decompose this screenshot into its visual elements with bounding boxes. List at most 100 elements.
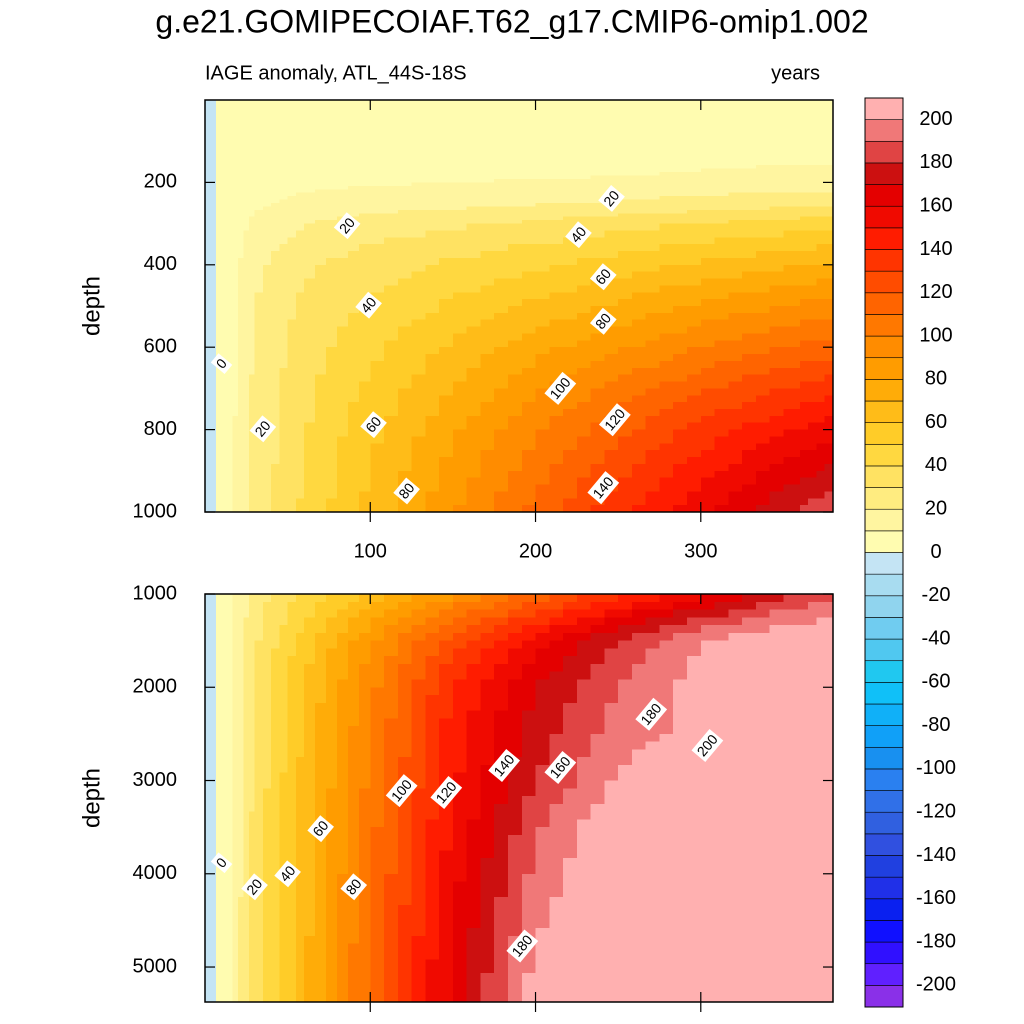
contour-cell (243, 617, 250, 626)
contour-cell (590, 663, 605, 673)
contour-cell (326, 299, 338, 307)
contour-cell (808, 110, 818, 122)
contour-cell (466, 199, 482, 204)
contour-cell (466, 656, 482, 665)
contour-cell (271, 185, 280, 190)
contour-cell (700, 436, 716, 444)
contour-cell (507, 340, 523, 348)
contour-cell (425, 223, 440, 232)
contour-cell (755, 457, 771, 465)
contour-cell (210, 679, 214, 688)
contour-cell (521, 264, 537, 273)
contour-cell (742, 244, 757, 252)
contour-cell (549, 185, 564, 190)
contour-cell (466, 477, 482, 486)
contour-cell (315, 326, 327, 335)
contour-cell (425, 663, 440, 673)
contour-cell (755, 484, 771, 492)
contour-cell (359, 175, 371, 180)
contour-cell (271, 491, 280, 499)
contour-cell (221, 436, 228, 444)
contour-cell (799, 178, 809, 183)
contour-cell (411, 130, 426, 142)
contour-cell (604, 306, 619, 314)
contour-cell (221, 632, 228, 642)
contour-cell (659, 491, 674, 499)
contour-cell (590, 264, 605, 273)
contour-cell (714, 443, 729, 451)
contour-cell (549, 130, 564, 142)
contour-cell (452, 178, 468, 183)
contour-cell (452, 457, 468, 465)
contour-cell (791, 292, 801, 300)
contour-cell (249, 656, 256, 665)
contour-cell (714, 367, 729, 376)
contour-cell (279, 206, 289, 211)
contour-cell (645, 640, 661, 649)
contour-cell (221, 100, 228, 111)
contour-cell (507, 203, 523, 208)
contour-cell (295, 609, 305, 618)
contour-cell (425, 457, 440, 465)
contour-cell (216, 319, 220, 328)
contour-cell (824, 625, 834, 634)
contour-cell (271, 470, 280, 479)
contour-cell (687, 120, 702, 132)
contour-cell (783, 168, 793, 173)
contour-cell (238, 189, 245, 194)
contour-cell (218, 206, 223, 211)
contour-cell (359, 484, 371, 492)
contour-cell (397, 120, 413, 132)
contour-cell (218, 189, 223, 194)
contour-cell (326, 220, 338, 225)
contour-cell (205, 436, 209, 444)
contour-cell (287, 679, 297, 688)
contour-cell (700, 594, 716, 603)
contour-cell (213, 640, 217, 649)
contour-cell (742, 491, 757, 499)
contour-cell (604, 209, 619, 214)
contour-cell (210, 161, 214, 166)
contour-cell (659, 436, 674, 444)
contour-cell (287, 237, 297, 245)
contour-cell (216, 374, 220, 383)
contour-cell (337, 292, 349, 300)
contour-cell (673, 151, 688, 163)
contour-cell (227, 299, 234, 307)
contour-cell (425, 306, 440, 314)
contour-cell (816, 278, 826, 286)
contour-cell (507, 409, 523, 417)
contour-cell (507, 209, 523, 214)
contour-cell (279, 617, 289, 626)
contour-cell (279, 312, 289, 321)
contour-cell (563, 726, 578, 735)
contour-cell (480, 213, 495, 218)
contour-cell (714, 223, 729, 232)
contour-cell (213, 679, 217, 688)
contour-cell (824, 223, 834, 232)
contour-cell (337, 477, 349, 486)
contour-cell (563, 209, 578, 214)
contour-cell (659, 312, 674, 321)
contour-cell (262, 130, 272, 142)
contour-cell (700, 110, 716, 122)
contour-cell (755, 223, 771, 232)
contour-cell (783, 381, 793, 389)
contour-cell (618, 192, 633, 197)
contour-cell (466, 395, 482, 403)
contour-cell (216, 244, 220, 252)
contour-cell (783, 165, 793, 170)
contour-cell (213, 457, 217, 465)
contour-cell (576, 463, 592, 472)
contour-cell (243, 178, 250, 183)
contour-cell (425, 199, 440, 204)
contour-cell (659, 299, 674, 307)
contour-cell (466, 185, 482, 190)
contour-cell (216, 484, 220, 492)
contour-cell (304, 367, 316, 376)
contour-cell (466, 354, 482, 362)
contour-cell (262, 498, 272, 506)
contour-cell (227, 415, 234, 424)
contour-cell (218, 457, 223, 465)
contour-cell (359, 257, 371, 266)
